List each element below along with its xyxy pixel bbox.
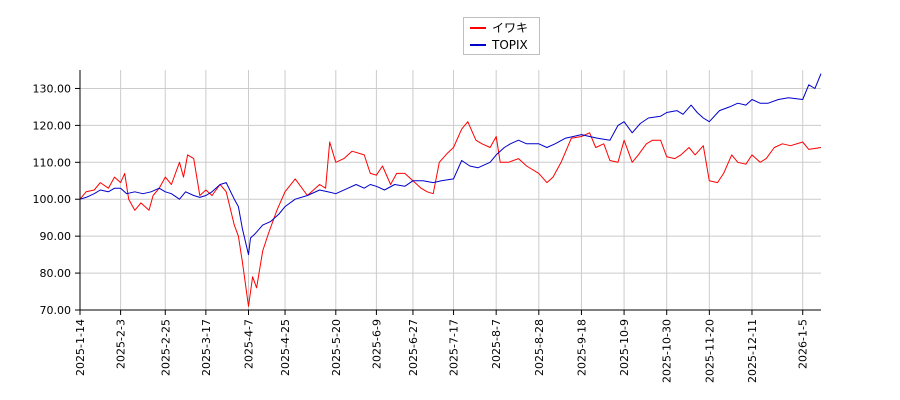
- x-tick-label: 2025-10-30: [661, 319, 674, 383]
- x-axis-ticks: 2025-1-14 2025-2-3 2025-2-25 2025-3-17 2025-…: [74, 310, 810, 383]
- x-tick-label: 2025-4-7: [243, 319, 256, 369]
- x-tick-label: 2025-8-7: [490, 319, 503, 369]
- x-tick-label: 2025-3-17: [200, 319, 213, 376]
- x-tick-label: 2026-1-5: [797, 319, 810, 369]
- y-tick-label: 100.00: [33, 193, 72, 206]
- y-tick-label: 120.00: [33, 119, 72, 132]
- x-tick-label: 2025-5-20: [330, 319, 343, 376]
- x-tick-label: 2025-10-9: [618, 319, 631, 376]
- legend-label-topix: TOPIX: [492, 38, 528, 52]
- series-line-topix: [79, 73, 822, 256]
- legend-label-iwaki: イワキ: [492, 21, 529, 35]
- x-tick-label: 2025-6-27: [407, 319, 420, 376]
- grid-lines: [79, 70, 821, 311]
- x-tick-label: 2025-11-20: [703, 319, 716, 383]
- y-tick-label: 130.00: [33, 82, 72, 95]
- x-tick-label: 2025-2-3: [115, 319, 128, 369]
- legend-swatch-iwaki: [470, 27, 486, 29]
- axes: [79, 70, 821, 311]
- y-tick-label: 80.00: [40, 267, 72, 280]
- series-line-iwaki: [79, 121, 822, 307]
- y-axis-ticks: 70.00 80.00 90.00 100.00 110.00 120.00 130.00: [33, 82, 80, 317]
- y-tick-label: 110.00: [33, 156, 72, 169]
- x-tick-label: 2025-2-25: [159, 319, 172, 376]
- x-tick-label: 2025-8-28: [533, 319, 546, 376]
- x-tick-label: 2025-7-17: [448, 319, 461, 376]
- legend: イワキ TOPIX: [463, 17, 540, 55]
- legend-swatch-topix: [470, 44, 486, 46]
- y-tick-label: 70.00: [40, 304, 72, 317]
- y-tick-label: 90.00: [40, 230, 72, 243]
- series-layer: [79, 73, 822, 307]
- x-tick-label: 2025-1-14: [74, 319, 87, 376]
- x-tick-label: 2025-9-18: [575, 319, 588, 376]
- x-tick-label: 2025-12-11: [746, 319, 759, 383]
- x-tick-label: 2025-6-9: [370, 319, 383, 369]
- x-tick-label: 2025-4-25: [279, 319, 292, 376]
